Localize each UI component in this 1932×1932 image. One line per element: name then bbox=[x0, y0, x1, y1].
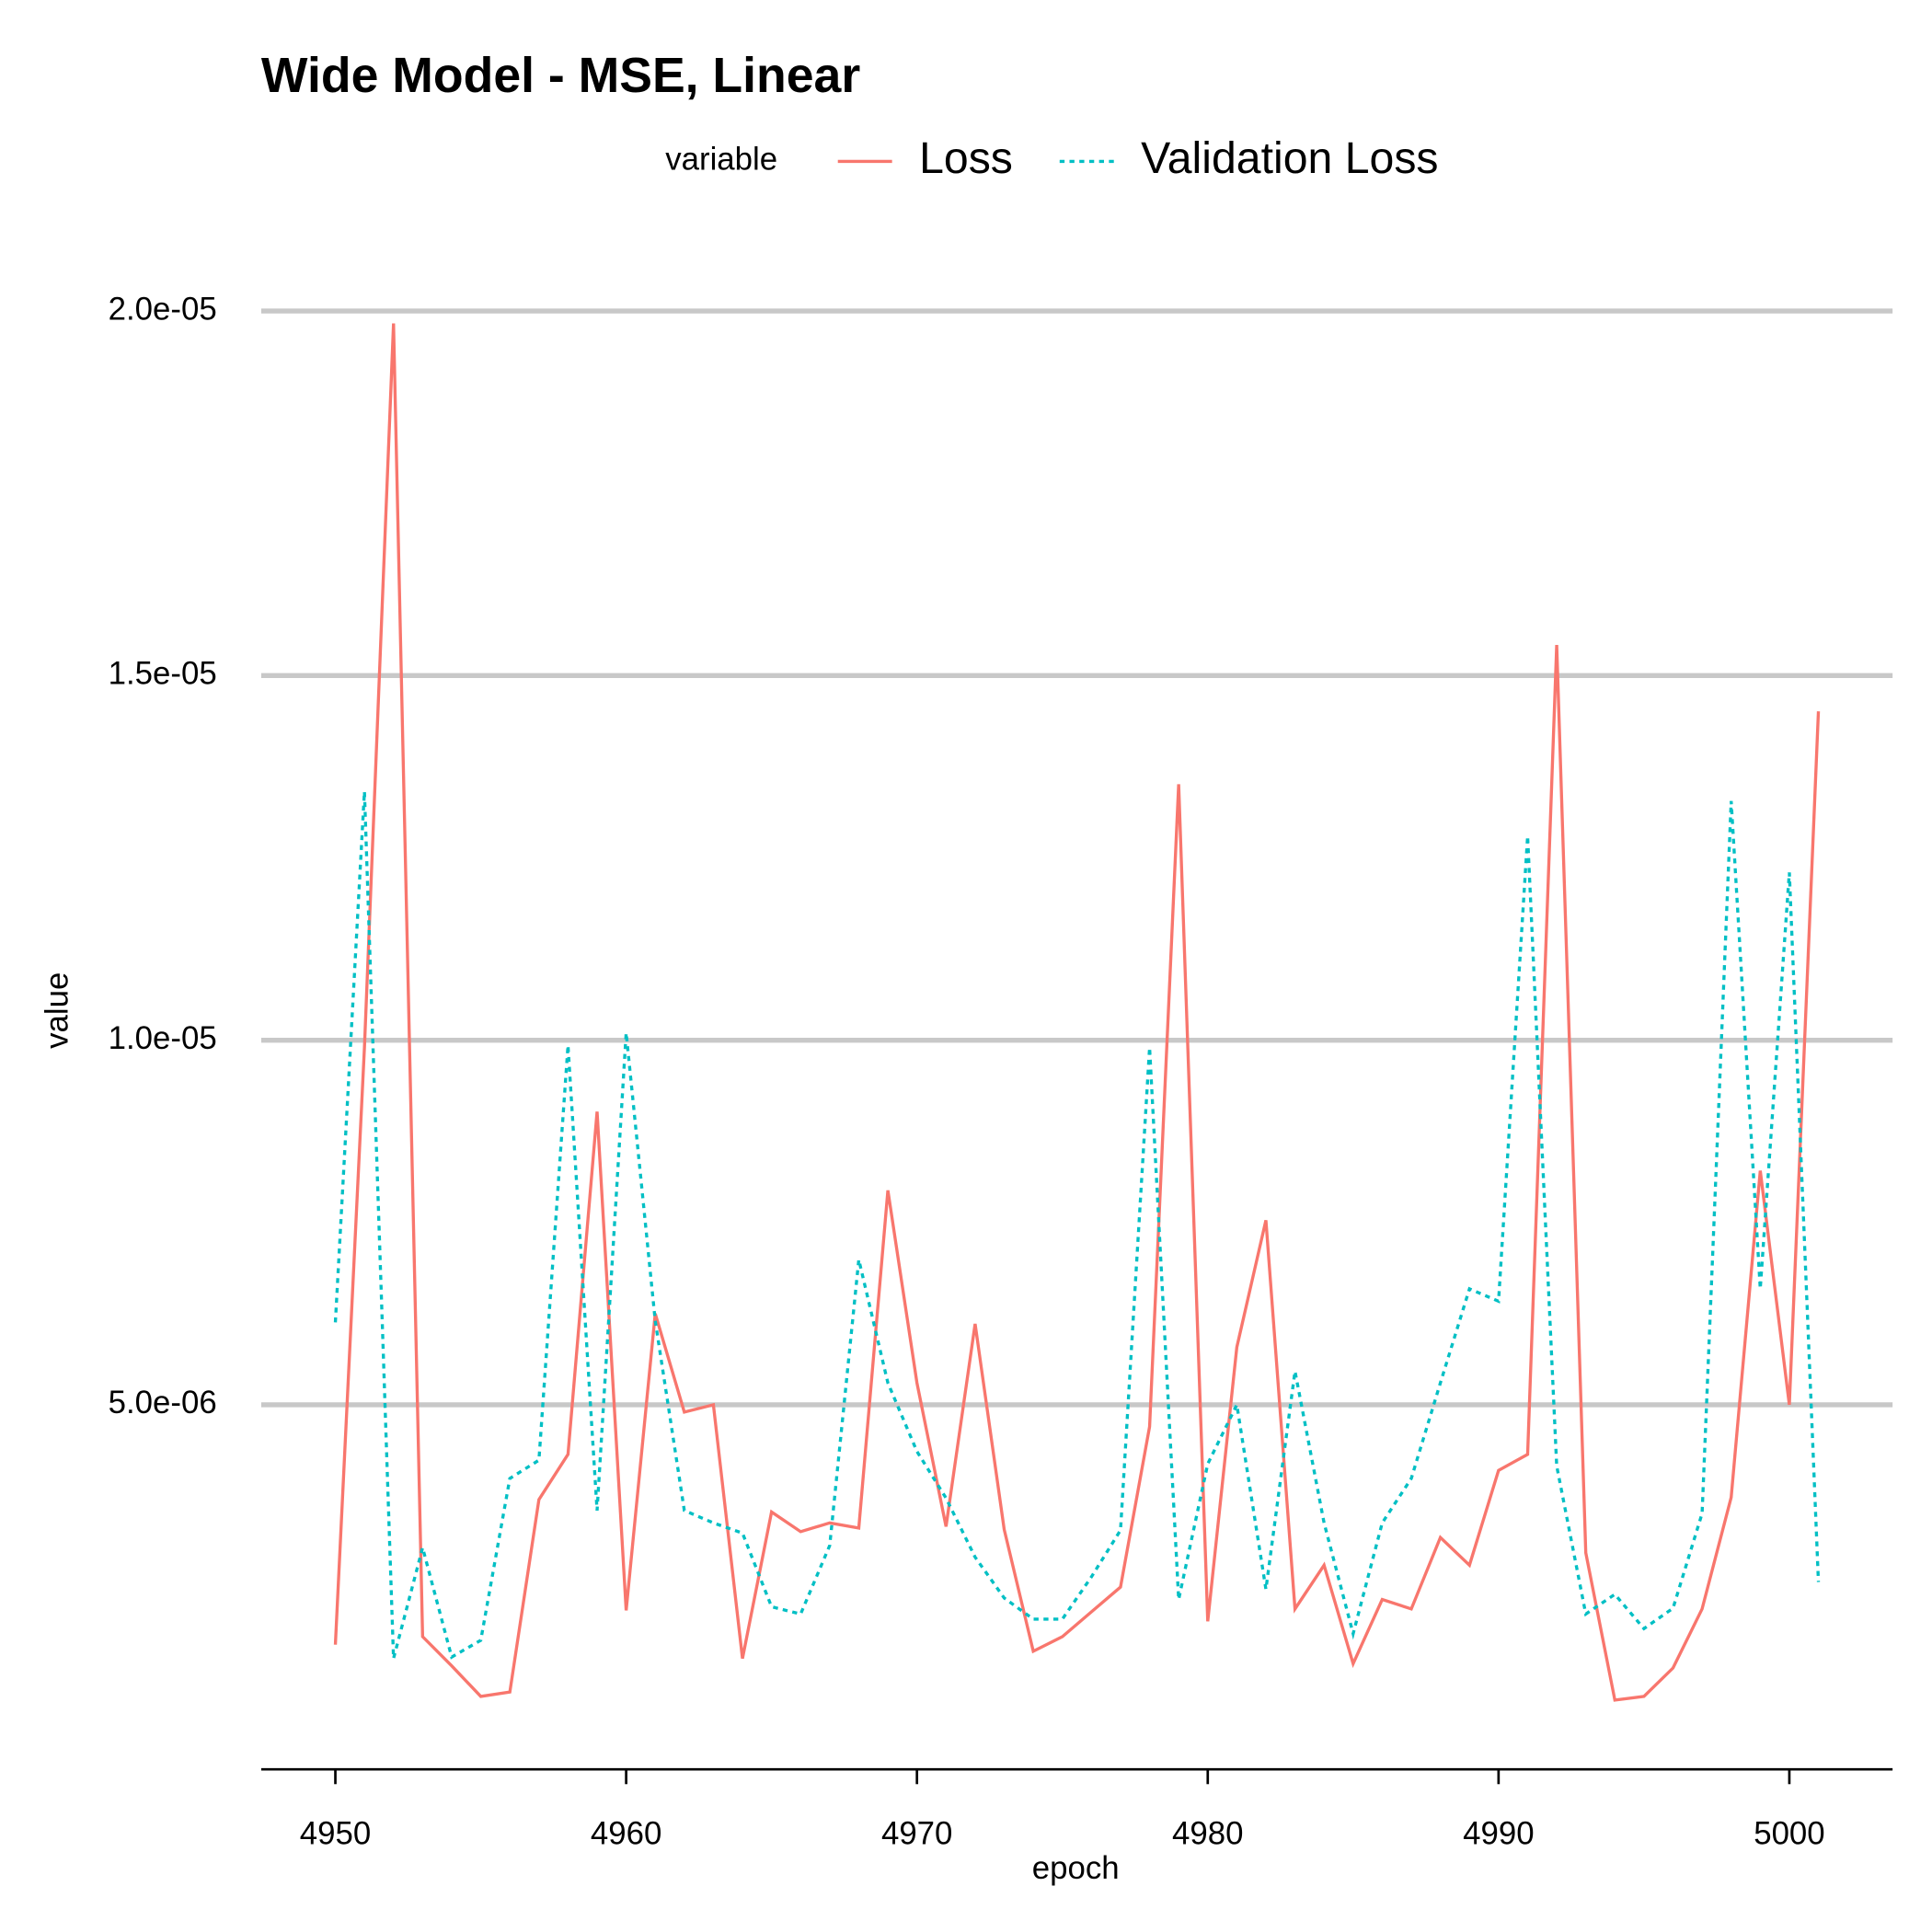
x-tick-label: 4990 bbox=[1463, 1816, 1534, 1852]
x-tick-label: 4960 bbox=[591, 1816, 661, 1852]
y-axis-title: value bbox=[39, 972, 75, 1049]
x-tick-label: 4950 bbox=[300, 1816, 371, 1852]
x-tick-label: 4980 bbox=[1172, 1816, 1243, 1852]
x-tick-label: 4970 bbox=[881, 1816, 952, 1852]
x-tick-label: 5000 bbox=[1754, 1816, 1824, 1852]
x-axis-title: epoch bbox=[1032, 1850, 1120, 1886]
data-line bbox=[333, 323, 1821, 1702]
legend-label: Loss bbox=[919, 133, 1013, 183]
legend-label: Validation Loss bbox=[1141, 133, 1438, 183]
y-tick-label: 5.0e-06 bbox=[109, 1385, 217, 1420]
y-tick-label: 1.0e-05 bbox=[109, 1020, 217, 1056]
data-line bbox=[333, 791, 1821, 1660]
y-tick-label: 1.5e-05 bbox=[109, 656, 217, 692]
y-tick-label: 2.0e-05 bbox=[109, 291, 217, 327]
legend-title: variable bbox=[665, 142, 777, 178]
chart-title: Wide Model - MSE, Linear bbox=[261, 49, 860, 103]
